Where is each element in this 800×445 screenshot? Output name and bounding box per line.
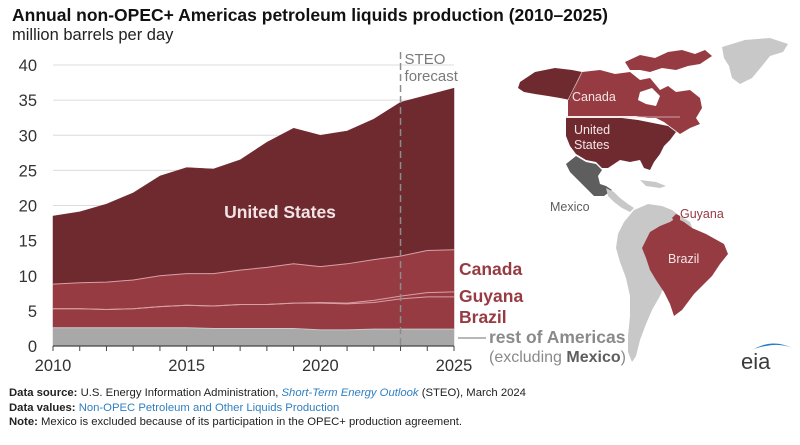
data-source-text: U.S. Energy Information Administration, [77, 387, 282, 399]
map-label-brazil: Brazil [668, 252, 699, 266]
map-mexico [566, 156, 612, 196]
data-values-label: Data values: [9, 401, 76, 414]
map-canada [568, 70, 702, 134]
eia-logo: eia [741, 343, 792, 374]
separator-rest-of-americas [53, 327, 454, 331]
y-tick-label: 10 [19, 268, 37, 286]
americas-map: Canada United States Mexico Guyana Brazi… [518, 38, 788, 362]
map-label-united-states-line1: United [574, 123, 610, 137]
data-values-link[interactable]: Non-OPEC Petroleum and Other Liquids Pro… [75, 401, 340, 414]
footer-notes: Data source: U.S. Energy Information Adm… [9, 386, 526, 430]
series-label-brazil: Brazil [459, 307, 507, 327]
map-label-united-states-line2: States [574, 138, 609, 152]
y-tick-label: 40 [19, 57, 37, 75]
forecast-label-forecast: forecast [405, 68, 459, 85]
eia-logo-arc-icon [752, 343, 792, 350]
area-united-states [52, 87, 455, 285]
note-label: Note: [9, 416, 38, 428]
map-caribbean [640, 180, 666, 188]
map-arctic-islands [625, 50, 712, 72]
separator-canada [52, 249, 455, 285]
series-label-canada: Canada [459, 259, 522, 279]
series-label-excluding-mexico: (excluding Mexico) [489, 349, 626, 366]
x-tick-label: 2025 [436, 357, 473, 375]
y-tick-label: 5 [28, 303, 37, 321]
x-tick-label: 2015 [168, 357, 205, 375]
series-label-guyana: Guyana [459, 286, 523, 306]
y-tick-label: 35 [19, 92, 37, 110]
separator-guyana [53, 291, 455, 310]
series-label-rest-of-americas: rest of Americas [489, 327, 626, 347]
x-tick-label: 2010 [35, 357, 72, 375]
map-hudson-bay [638, 88, 660, 106]
note-line: Note: Mexico is excluded because of its … [9, 415, 526, 430]
y-axis-unit-label: million barrels per day [12, 26, 174, 44]
chart-title: Annual non-OPEC+ Americas petroleum liqu… [12, 5, 608, 25]
stacked-areas [52, 87, 455, 347]
map-alaska [518, 68, 582, 100]
series-label-united-states: United States [224, 202, 336, 222]
map-label-guyana: Guyana [680, 207, 724, 221]
eia-logo-text: eia [741, 349, 771, 374]
forecast-label-steo: STEO [405, 51, 446, 68]
map-alaska-border [567, 71, 583, 101]
map-guyana [672, 214, 680, 224]
data-values-line: Data values: Non-OPEC Petroleum and Othe… [9, 401, 526, 416]
map-central-america [606, 188, 634, 212]
y-tick-label: 25 [19, 162, 37, 180]
note-text: Mexico is excluded because of its partic… [37, 416, 463, 428]
area-rest-of-americas [52, 327, 455, 347]
data-source-label: Data source: [9, 387, 78, 399]
excluding-prefix: (excluding [489, 349, 566, 366]
steo-link[interactable]: Short-Term Energy Outlook [281, 387, 419, 399]
map-label-mexico: Mexico [550, 200, 590, 214]
map-brazil [642, 218, 728, 316]
y-tick-label: 0 [28, 338, 37, 356]
y-tick-label: 20 [19, 198, 37, 216]
series-separator-lines [52, 249, 455, 331]
map-greenland [722, 38, 788, 84]
data-source-date: (STEO), March 2024 [418, 387, 526, 399]
y-tick-label: 15 [19, 233, 37, 251]
data-source-line: Data source: U.S. Energy Information Adm… [9, 386, 526, 401]
map-label-canada: Canada [572, 90, 616, 104]
excluding-mexico-bold: Mexico [566, 349, 620, 366]
x-tick-label: 2020 [302, 357, 339, 375]
map-united-states [566, 118, 676, 170]
y-tick-label: 30 [19, 127, 37, 145]
excluding-suffix: ) [621, 349, 626, 366]
